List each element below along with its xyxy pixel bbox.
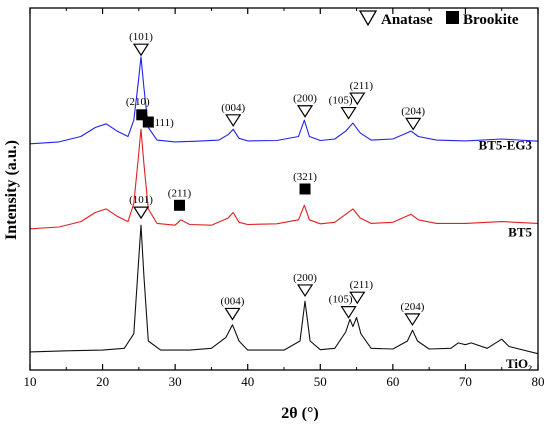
peak-label: (111) xyxy=(151,117,174,129)
peak-annotation-8: (211) xyxy=(168,187,192,211)
anatase-marker xyxy=(340,106,357,120)
peak-label: (211) xyxy=(350,279,374,291)
anatase-marker xyxy=(404,313,421,327)
anatase-marker xyxy=(296,284,314,298)
brookite-marker xyxy=(173,199,185,211)
peak-annotation-1: (004) xyxy=(221,102,245,127)
legend: Anatase Brookite xyxy=(358,10,519,28)
legend-brookite-label: Brookite xyxy=(463,12,519,28)
series-line-1 xyxy=(29,128,539,230)
peak-annotation-5: (204) xyxy=(401,105,425,131)
peak-annotation-3: (105) xyxy=(329,95,357,120)
anatase-marker xyxy=(349,92,366,106)
peak-annotation-12: (200) xyxy=(293,272,317,298)
peak-annotation-7: (111) xyxy=(142,116,174,129)
legend-anatase-marker xyxy=(358,10,378,27)
peak-label: (105) xyxy=(329,95,353,107)
anatase-marker xyxy=(296,105,314,118)
peak-label: (211) xyxy=(168,187,192,199)
x-tick-label-50: 50 xyxy=(314,374,327,389)
peak-annotation-15: (204) xyxy=(401,301,425,327)
anatase-marker xyxy=(349,291,366,305)
peak-label: (321) xyxy=(293,171,317,183)
x-axis-title: 2θ (°) xyxy=(281,405,318,422)
peak-label: (004) xyxy=(221,102,245,114)
series-layer xyxy=(29,56,539,355)
peak-annotation-6: (210) xyxy=(126,96,150,121)
anatase-marker xyxy=(132,43,150,57)
series-line-2 xyxy=(29,224,539,355)
x-tick-label-80: 80 xyxy=(532,374,545,389)
peak-annotations: (101) (004) (200) (105) (211) (204) (210)(111)… xyxy=(126,31,425,327)
peak-label: (101) xyxy=(129,31,153,43)
peak-annotation-2: (200) xyxy=(293,93,317,118)
peak-annotation-13: (105) xyxy=(329,294,357,319)
peak-label: (004) xyxy=(221,295,245,307)
series-label-1: BT5 xyxy=(508,224,532,239)
x-tick-label-40: 40 xyxy=(241,374,254,389)
anatase-marker xyxy=(405,117,422,131)
plot-frame xyxy=(29,7,539,371)
x-tick-label-30: 30 xyxy=(169,374,182,389)
y-axis-title: Intensity (a.u.) xyxy=(3,140,20,240)
peak-annotation-10: (101) xyxy=(129,194,153,220)
anatase-marker xyxy=(224,307,241,321)
peak-label: (210) xyxy=(126,96,150,108)
series-line-0 xyxy=(29,56,539,145)
peak-label: (204) xyxy=(401,105,425,117)
peak-label: (211) xyxy=(350,80,374,92)
brookite-marker xyxy=(142,116,154,128)
peak-label: (204) xyxy=(401,301,425,313)
peak-label: (105) xyxy=(329,294,353,306)
x-tick-label-60: 60 xyxy=(386,374,399,389)
brookite-marker xyxy=(136,109,148,121)
peak-annotation-11: (004) xyxy=(221,295,245,321)
series-label-2: TiO₂ xyxy=(506,356,532,371)
x-tick-label-20: 20 xyxy=(96,374,109,389)
x-tick-label-70: 70 xyxy=(459,374,472,389)
legend-brookite-marker xyxy=(446,11,459,24)
peak-label: (200) xyxy=(293,272,317,284)
series-label-0: BT5-EG3 xyxy=(479,138,533,153)
brookite-marker xyxy=(299,183,311,195)
peak-annotation-14: (211) xyxy=(349,279,374,305)
peak-label: (200) xyxy=(293,93,317,105)
anatase-marker xyxy=(132,206,150,220)
peak-label: (101) xyxy=(129,194,153,206)
peak-annotation-9: (321) xyxy=(293,171,317,195)
peak-annotation-0: (101) xyxy=(129,31,153,57)
series-labels: BT5-EG3 BT5 TiO₂ xyxy=(479,138,533,371)
peak-annotation-4: (211) xyxy=(349,80,374,106)
anatase-marker xyxy=(340,306,357,319)
anatase-marker xyxy=(225,114,242,127)
x-tick-label-10: 10 xyxy=(24,374,37,389)
axes: 10 20 30 40 50 60 70 80 xyxy=(24,7,545,389)
legend-anatase-label: Anatase xyxy=(381,12,433,28)
